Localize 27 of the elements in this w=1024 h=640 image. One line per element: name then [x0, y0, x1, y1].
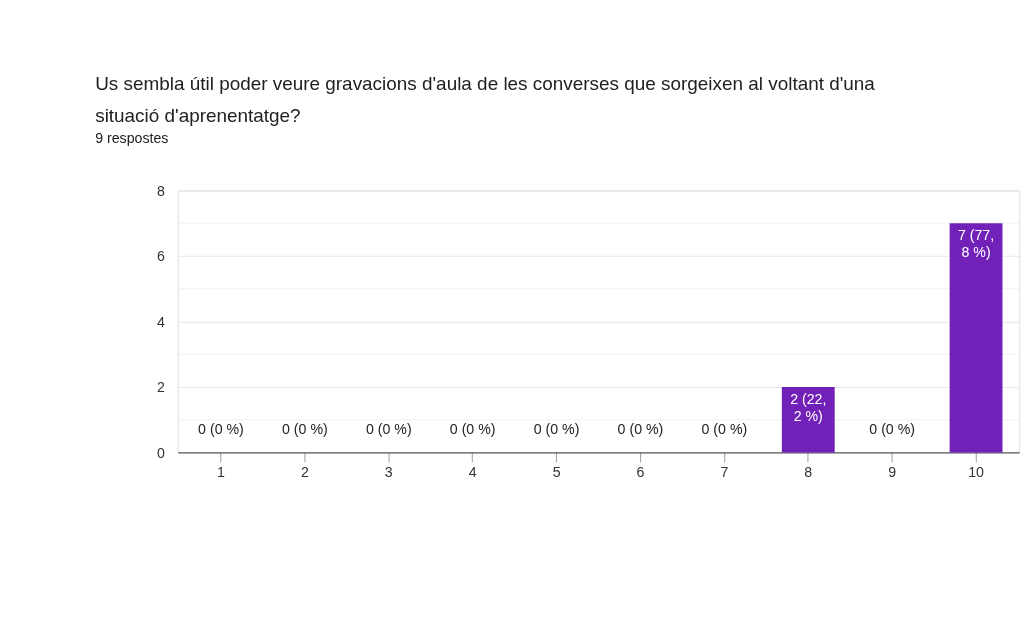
x-tick-label: 4	[468, 464, 477, 481]
data-label: 7 (77,8 %)	[957, 227, 995, 261]
x-tick-label: 5	[552, 464, 561, 481]
x-tick-label: 6	[636, 464, 645, 481]
data-label: 2 (22,2 %)	[790, 390, 827, 424]
data-label: 0 (0 %)	[533, 421, 580, 438]
data-label: 0 (0 %)	[869, 421, 916, 438]
chart-subtitle: 9 respostes	[95, 130, 169, 147]
x-tick-label: 8	[804, 464, 813, 481]
x-tick-label: 7	[720, 464, 729, 481]
y-tick-label: 6	[157, 248, 166, 265]
y-tick-label: 2	[157, 379, 166, 396]
x-tick-label: 9	[888, 464, 897, 481]
data-label: 0 (0 %)	[198, 421, 244, 438]
x-tick-label: 2	[300, 464, 309, 481]
y-tick-label: 4	[157, 313, 166, 330]
x-tick-label: 10	[968, 464, 985, 481]
data-label: 0 (0 %)	[365, 421, 412, 438]
data-label: 0 (0 %)	[449, 421, 496, 438]
x-tick-label: 1	[217, 464, 226, 481]
y-tick-label: 8	[157, 182, 166, 199]
data-label: 0 (0 %)	[282, 421, 328, 438]
data-label: 0 (0 %)	[617, 421, 664, 438]
chart-title: Us sembla útil poder veure gravacions d'aula de les converses que sorgeixen al voltant d'una situació d'aprenentatge?	[95, 73, 876, 127]
data-label: 0 (0 %)	[701, 421, 748, 438]
y-tick-label: 0	[157, 444, 166, 461]
x-tick-label: 3	[384, 464, 393, 481]
